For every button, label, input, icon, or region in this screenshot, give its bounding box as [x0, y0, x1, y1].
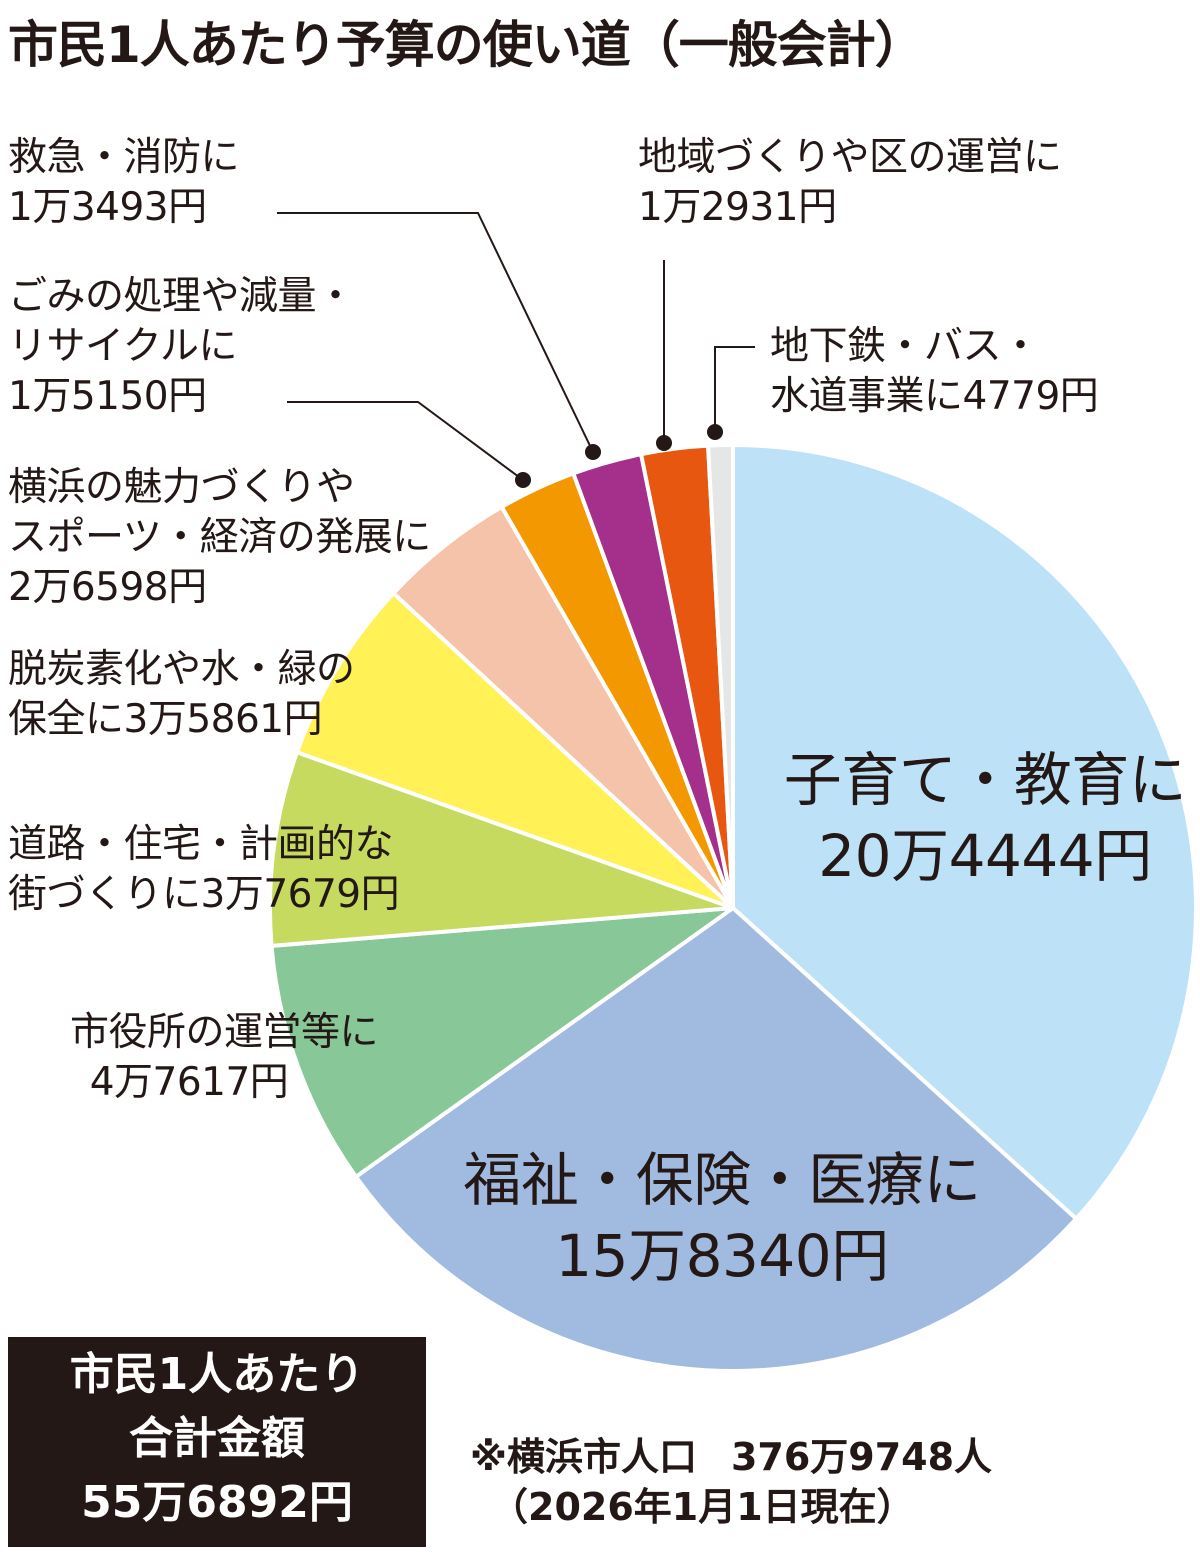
leader-line-subway: [714, 346, 755, 432]
slice-label-decarbonization: 脱炭素化や水・緑の 保全に3万5861円: [8, 647, 355, 742]
pie-slices: [268, 443, 1198, 1373]
population-value: 376万9748人: [730, 1435, 993, 1479]
slice-label-fire: 救急・消防に 1万3493円: [8, 135, 240, 230]
population-note: ※横浜市人口 376万9748人 （2026年1月1日現在）: [470, 1432, 992, 1532]
slice-label-region: 地域づくりや区の運営に 1万2931円: [638, 135, 1062, 230]
leader-dot-region: [656, 435, 672, 451]
total-label-line1: 市民1人あたり: [69, 1349, 365, 1400]
leader-lines: [277, 212, 755, 481]
leader-line-fire: [277, 212, 594, 453]
leader-dot-subway: [707, 424, 723, 440]
slice-label-attraction: 横浜の魅力づくりや スポーツ・経済の発展に 2万6598円: [8, 465, 431, 610]
pie-slice: [268, 750, 735, 948]
total-amount: 55万6892円: [81, 1477, 353, 1528]
pie-slice: [706, 443, 735, 910]
leader-line-garbage: [287, 401, 524, 481]
slice-label-roads: 道路・住宅・計画的な 街づくりに3万7679円: [8, 822, 400, 917]
pie-slice: [731, 443, 1198, 1221]
slice-label-childcare: 子育て・教育に 20万4444円: [783, 746, 1187, 890]
pie-slice: [353, 906, 1079, 1373]
slice-label-welfare: 福祉・保険・医療に 15万8340円: [463, 1146, 981, 1290]
population-date: （2026年1月1日現在）: [490, 1485, 915, 1529]
slice-label-garbage: ごみの処理や減量・ リサイクルに 1万5150円: [8, 274, 355, 419]
population-label: ※横浜市人口: [470, 1435, 697, 1479]
total-amount-box: 市民1人あたり 合計金額 55万6892円: [8, 1337, 426, 1547]
pie-slice: [269, 906, 735, 1179]
pie-slice: [294, 591, 735, 910]
slice-label-subway: 地下鉄・バス・ 水道事業に4779円: [770, 324, 1099, 419]
leader-dot-fire: [585, 444, 601, 460]
leader-dot-garbage: [515, 472, 531, 488]
total-label-line2: 合計金額: [129, 1413, 305, 1464]
slice-label-city-office: 市役所の運営等に 4万7617円: [69, 1010, 379, 1105]
chart-title: 市民1人あたり予算の使い道（一般会計）: [8, 16, 925, 74]
